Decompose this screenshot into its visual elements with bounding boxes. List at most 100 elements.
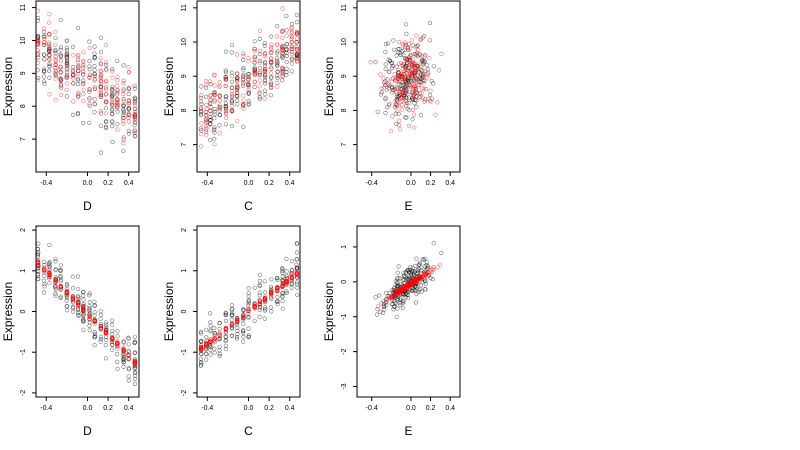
y-tick-label: -2 (181, 390, 188, 396)
observed-point (269, 309, 274, 314)
fitted-point (257, 89, 262, 94)
fitted-point (208, 339, 213, 344)
observed-point (87, 293, 92, 298)
fitted-point (199, 93, 204, 98)
fitted-point (413, 45, 418, 50)
observed-point (275, 69, 280, 74)
fitted-point (92, 84, 97, 90)
fitted-point (246, 308, 251, 313)
observed-point (262, 40, 267, 46)
observed-point (280, 53, 285, 58)
fitted-point (103, 43, 108, 48)
fitted-point (204, 341, 209, 347)
observed-point (115, 329, 120, 334)
observed-point (35, 247, 40, 252)
x-tick-label: 0.4 (445, 180, 455, 187)
observed-point (391, 38, 396, 43)
fitted-point (436, 68, 442, 73)
fitted-point (81, 99, 86, 104)
observed-point (204, 327, 209, 332)
observed-point (223, 70, 229, 75)
fitted-point (235, 52, 240, 57)
observed-point (58, 54, 64, 59)
observed-point (289, 268, 294, 273)
observed-point (275, 301, 280, 307)
observed-point (199, 338, 204, 344)
fitted-point (262, 96, 267, 101)
fitted-point (419, 90, 424, 96)
x-tick-label: -0.4 (366, 405, 378, 412)
observed-point (439, 250, 444, 256)
observed-point (263, 92, 268, 97)
observed-point (398, 52, 403, 58)
observed-point (405, 106, 410, 111)
observed-point (423, 278, 428, 283)
fitted-point (421, 81, 426, 86)
observed-point (204, 352, 209, 357)
fitted-point (126, 85, 131, 90)
observed-point (92, 330, 97, 335)
y-tick-label: 8 (20, 104, 27, 108)
observed-point (121, 110, 126, 115)
observed-point (64, 295, 69, 300)
fitted-point (87, 75, 92, 80)
panel-6: -0.4 0.0 0.2 0.4 -3 -2 -1 0 1 E Expression (322, 225, 461, 438)
observed-point (53, 259, 58, 264)
x-tick-label: 0.4 (285, 180, 295, 187)
observed-point (98, 123, 103, 128)
observed-point (121, 339, 126, 344)
plot-frame (196, 225, 301, 398)
observed-point (35, 18, 41, 23)
observed-point (262, 43, 267, 49)
observed-point (126, 348, 131, 353)
fitted-point (121, 348, 126, 353)
fitted-point (412, 85, 417, 90)
observed-point (98, 322, 103, 327)
observed-point (268, 80, 274, 85)
observed-point (115, 359, 120, 365)
fitted-point (208, 341, 213, 346)
observed-point (53, 35, 58, 40)
observed-point (208, 328, 213, 333)
observed-point (47, 75, 52, 80)
fitted-point (212, 99, 217, 104)
x-tick-label: -0.4 (40, 180, 52, 187)
fitted-point (76, 90, 81, 95)
y-axis-title: Expression (322, 57, 336, 116)
observed-point (121, 360, 126, 365)
fitted-point (133, 109, 138, 114)
y-tick-label: 10 (181, 38, 188, 46)
fitted-point (76, 300, 81, 305)
observed-point (252, 285, 257, 290)
y-tick-label: 1 (181, 269, 188, 273)
observed-point (53, 287, 58, 292)
fitted-point (418, 36, 423, 42)
observed-point (98, 339, 103, 344)
fitted-point (420, 274, 426, 279)
observed-point (420, 257, 425, 262)
observed-point (109, 119, 115, 124)
fitted-point (36, 50, 41, 55)
observed-point (414, 285, 419, 290)
observed-point (87, 300, 92, 305)
fitted-point (53, 57, 58, 62)
fitted-point (47, 57, 52, 63)
observed-point (126, 378, 131, 383)
observed-point (275, 275, 280, 281)
observed-point (92, 44, 97, 49)
fitted-point (263, 296, 268, 301)
observed-point (114, 92, 120, 97)
fitted-point (98, 326, 103, 331)
fitted-point (294, 269, 299, 274)
observed-point (92, 310, 97, 315)
fitted-point (435, 265, 440, 270)
fitted-point (217, 103, 222, 108)
fitted-point (223, 105, 228, 110)
y-tick-label: 8 (341, 108, 348, 112)
fitted-point (410, 280, 415, 285)
observed-point (217, 353, 222, 359)
observed-point (284, 59, 289, 65)
fitted-point (87, 312, 92, 317)
observed-point (284, 13, 289, 19)
observed-point (121, 96, 126, 101)
